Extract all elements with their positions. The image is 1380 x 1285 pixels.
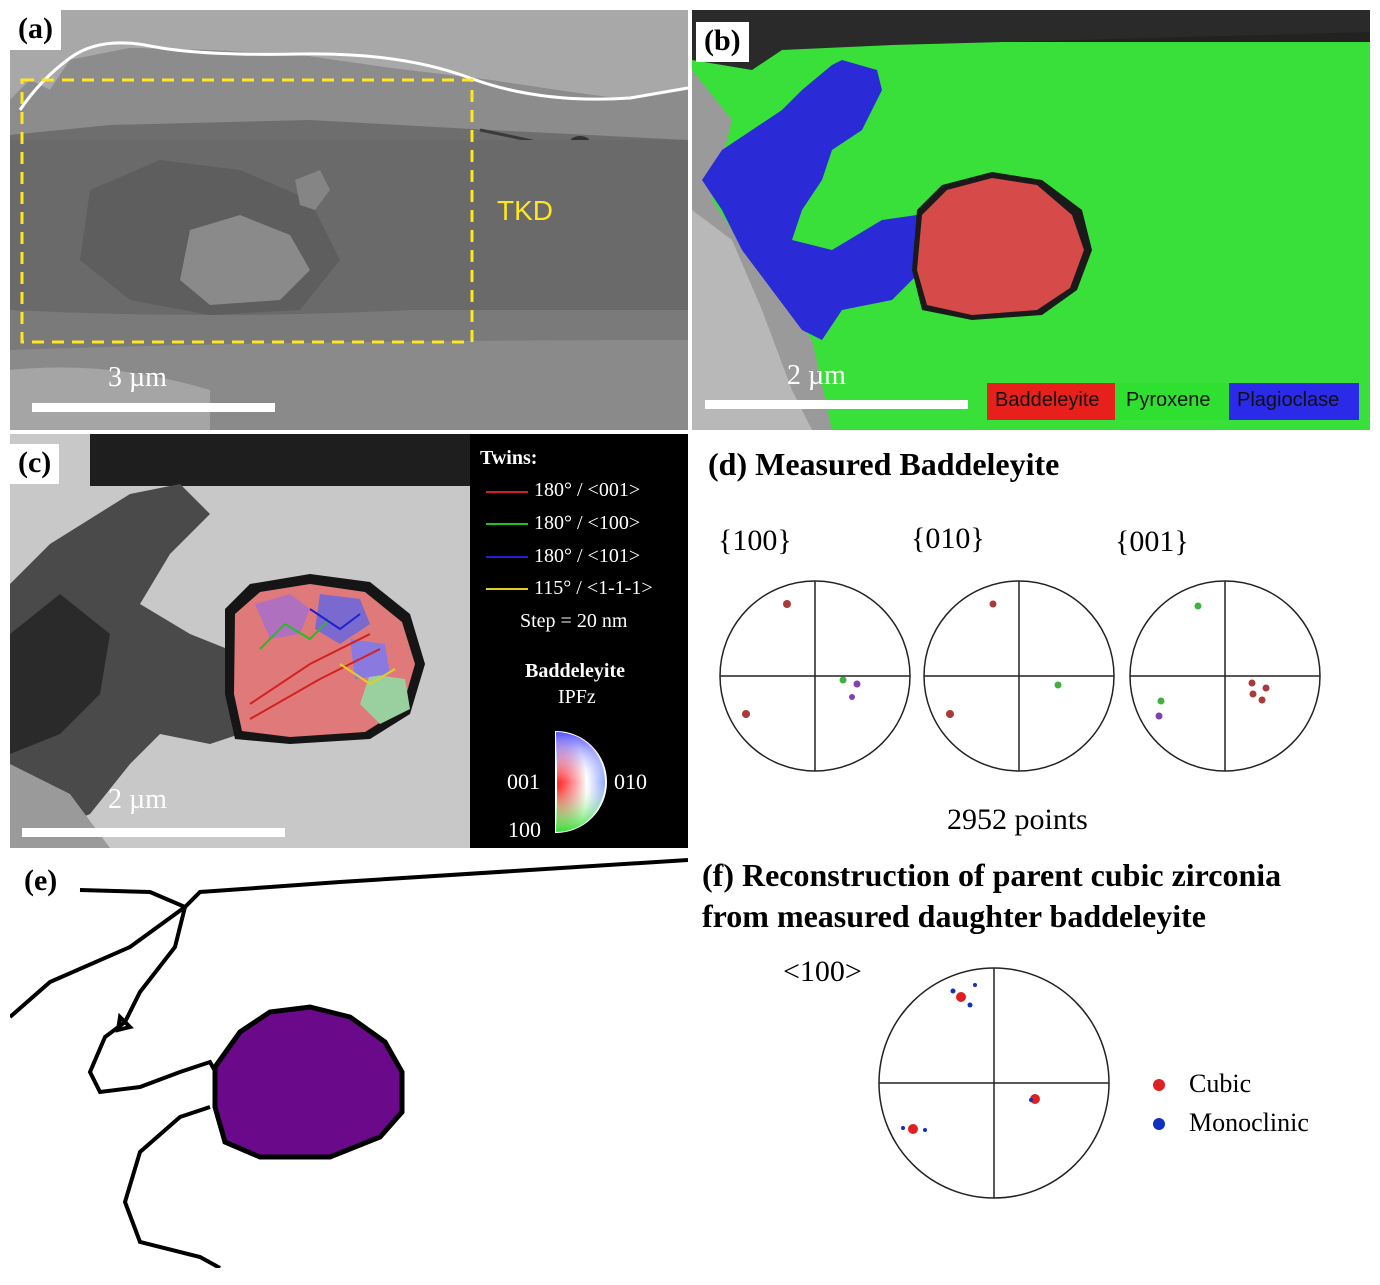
purple-grain [212, 1004, 405, 1160]
points-count: 2952 points [947, 803, 1088, 836]
panel-f-title-1: (f) Reconstruction of parent cubic zirco… [702, 857, 1282, 893]
phase-map-b [692, 10, 1370, 430]
ipf-label-010: 010 [614, 769, 647, 794]
twin-label-101: 180° / <101> [534, 545, 641, 567]
legend-baddeleyite-swatch [987, 383, 1115, 420]
panel-a: (a) TKD 3 µm [10, 10, 688, 430]
tkd-roi-box [20, 78, 474, 344]
ipf-color-key [555, 730, 607, 834]
scale-bar-text-c: 2 µm [108, 784, 167, 815]
twin-label-111: 115° / <1-1-1> [534, 577, 653, 599]
panel-label-e: (e) [20, 864, 62, 898]
panel-b: (b) 2 µm Baddeleyite Pyroxene Plagioclas… [692, 10, 1370, 430]
legend-pyroxene: Pyroxene [1126, 389, 1211, 411]
legend-cubic-dot [1153, 1079, 1165, 1091]
scale-bar-text-a: 3 µm [108, 362, 167, 393]
legend-plagioclase-swatch [1229, 383, 1359, 420]
cubic-pole [956, 992, 966, 1002]
scale-bar-text-b: 2 µm [787, 360, 846, 391]
panel-c: (c) Twins: 180° / <001> 180° / <100> 180… [10, 434, 688, 848]
legend-monoclinic: Monoclinic [1189, 1108, 1309, 1137]
pole-figure-100 [719, 580, 911, 772]
step-size: Step = 20 nm [520, 610, 628, 632]
panel-label-a: (a) [10, 10, 61, 50]
panel-d-title: (d) Measured Baddeleyite [708, 446, 1060, 482]
ipf-label-100: 100 [508, 817, 541, 842]
panel-e: (e) [10, 852, 688, 1268]
panel-label-c: (c) [10, 444, 60, 484]
ipf-label-001: 001 [507, 769, 540, 794]
pole-label-010: {010} [911, 522, 985, 555]
pole-figure-001 [1129, 580, 1321, 772]
scale-bar-c [22, 828, 285, 837]
cubic-pole [1030, 1094, 1040, 1104]
ipf-phase-name: Baddeleyite [525, 660, 625, 682]
cubic-pole [908, 1124, 918, 1134]
twin-label-100: 180° / <100> [534, 512, 641, 534]
pole-label-100: {100} [718, 524, 792, 557]
legend-plagioclase: Plagioclase [1237, 389, 1340, 411]
twin-label-001: 180° / <001> [534, 479, 641, 501]
grain-sketch-e [10, 858, 688, 1268]
sem-image-a [10, 10, 688, 430]
scale-bar-b [705, 400, 968, 409]
ipf-map-c [10, 434, 688, 848]
tkd-label: TKD [497, 195, 553, 226]
legend-pyroxene-swatch [1115, 383, 1229, 420]
pole-figure-010 [923, 580, 1115, 772]
legend-cubic: Cubic [1189, 1069, 1252, 1098]
scale-bar-a [32, 403, 275, 412]
ipf-direction: IPFz [558, 686, 596, 708]
panel-f-title-2: from measured daughter baddeleyite [702, 898, 1206, 934]
panel-label-b: (b) [696, 22, 749, 62]
legend-baddeleyite: Baddeleyite [995, 389, 1100, 411]
pole-label-001: {001} [1115, 525, 1189, 558]
twins-title: Twins: [480, 447, 538, 469]
pole-label-cubic-100: <100> [783, 955, 862, 988]
legend-monoclinic-dot [1153, 1118, 1165, 1130]
